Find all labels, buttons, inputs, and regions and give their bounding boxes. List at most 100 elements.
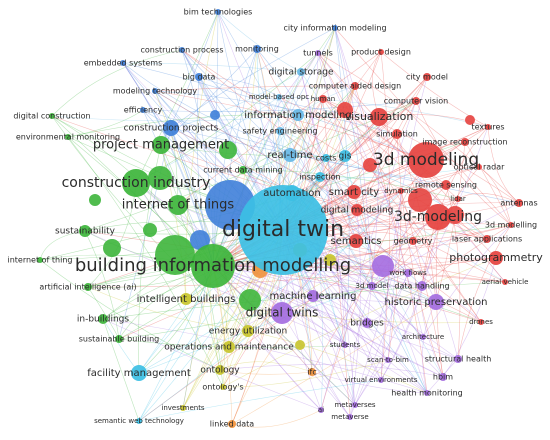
edge <box>387 190 402 361</box>
edge <box>154 90 398 135</box>
node-label: architecture <box>402 333 444 341</box>
node-label: construction process <box>140 46 223 55</box>
edge <box>349 209 361 418</box>
edge <box>51 49 183 117</box>
node-dot <box>332 25 338 31</box>
edge <box>422 301 437 394</box>
node-label: computer vision <box>384 97 448 106</box>
node-label: hbim <box>433 373 453 382</box>
node-dot <box>131 365 147 381</box>
edge <box>212 265 482 323</box>
edge <box>217 11 428 394</box>
node-dot <box>408 188 432 212</box>
node-dot <box>228 420 236 428</box>
edge <box>380 51 489 128</box>
node-dot <box>283 148 297 162</box>
node-dot <box>191 244 235 288</box>
edge <box>278 96 444 378</box>
labels: bim technologies city information modelin… <box>7 8 543 429</box>
node-label: intelligent buildings <box>137 294 236 305</box>
edge <box>334 27 373 287</box>
node-dot <box>502 279 508 285</box>
node-dot <box>143 223 157 237</box>
node-dot <box>253 45 261 53</box>
node-label: efficiency <box>124 106 163 115</box>
node-dot <box>485 124 491 130</box>
edge <box>317 52 520 204</box>
edge <box>412 224 512 242</box>
edge <box>231 295 314 425</box>
node-dot <box>179 47 185 53</box>
edge <box>102 318 428 394</box>
edge <box>242 169 424 338</box>
node-label: computer aided design <box>309 82 401 91</box>
edge <box>170 127 249 332</box>
edge <box>300 71 346 157</box>
edge <box>334 27 424 338</box>
node-dot <box>351 82 359 90</box>
edge <box>281 190 402 314</box>
node-label: model-based opc <box>249 93 309 101</box>
node-label: product design <box>351 48 411 57</box>
edge <box>181 49 423 287</box>
edge <box>198 76 280 98</box>
edge <box>212 257 497 268</box>
edge <box>170 27 336 129</box>
node-label: construction industry <box>62 175 211 191</box>
node-label: work flows <box>389 269 427 277</box>
edge <box>464 141 512 226</box>
edge <box>212 240 414 268</box>
edge <box>231 409 322 428</box>
node-dot <box>409 237 417 245</box>
node-label: aerial vehicle <box>482 278 529 286</box>
node-dot <box>478 319 484 325</box>
edge <box>396 133 437 303</box>
node-label: scan-to-bim <box>367 356 409 364</box>
node-label: lidar <box>450 195 466 203</box>
node-label: in-buildings <box>77 315 130 325</box>
node-dot <box>315 172 325 182</box>
node-dot <box>378 377 384 383</box>
node-dot <box>352 402 358 408</box>
edge <box>297 100 417 119</box>
node-dot <box>65 134 71 140</box>
node-label: textures <box>471 123 504 132</box>
node-label: tunnels <box>303 49 333 58</box>
edge <box>160 144 346 157</box>
edge <box>222 359 389 388</box>
node-label: city information modeling <box>283 24 386 33</box>
node-dot <box>378 49 384 55</box>
edge <box>300 71 346 346</box>
node-dot <box>455 196 461 202</box>
node-dot <box>483 235 491 243</box>
edge <box>289 154 356 406</box>
node-dot <box>489 251 503 265</box>
node-dot <box>242 325 254 337</box>
node-label: energy utilization <box>209 327 287 337</box>
edge <box>87 286 249 332</box>
edge <box>212 265 444 378</box>
edge <box>231 301 437 425</box>
edge <box>39 259 221 371</box>
node-label: simulation <box>376 130 418 139</box>
node-dot <box>79 225 91 237</box>
node-label: gis <box>339 152 352 162</box>
node-dot <box>239 289 261 311</box>
edge <box>154 90 427 161</box>
node-label: data handling <box>394 282 449 291</box>
node-label: laser applications <box>452 235 522 244</box>
node-label: construction projects <box>124 124 219 134</box>
node-label: structural health <box>425 355 492 364</box>
edge <box>247 330 428 394</box>
edge <box>170 127 447 186</box>
node-dot <box>180 293 192 305</box>
node-dot <box>215 365 225 375</box>
node-label: investments <box>161 404 205 412</box>
node-dot <box>84 283 92 291</box>
edge <box>160 144 187 300</box>
node-label: virtual environments <box>345 376 418 384</box>
edge <box>212 11 219 267</box>
edge <box>378 116 506 283</box>
edge <box>212 51 382 267</box>
edge <box>212 27 336 267</box>
